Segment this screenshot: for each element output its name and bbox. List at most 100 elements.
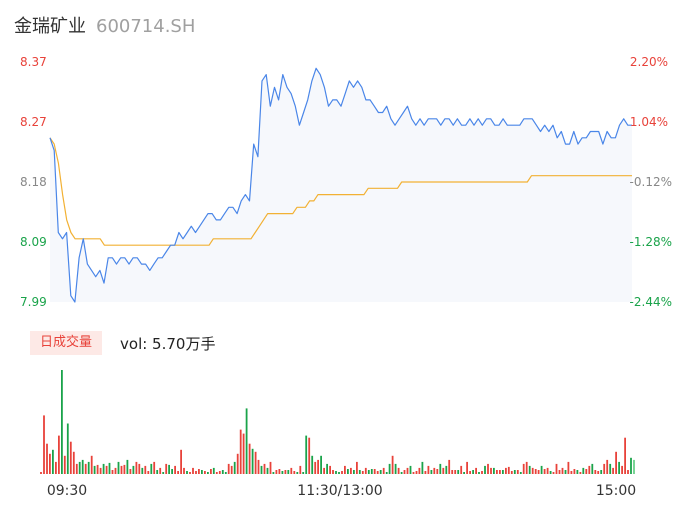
volume-bar — [412, 472, 415, 474]
volume-bar — [466, 461, 468, 474]
volume-bar — [215, 472, 218, 474]
volume-bar — [314, 461, 317, 474]
volume-bar — [63, 455, 66, 474]
volume-bar — [126, 459, 129, 474]
volume-bar — [460, 465, 463, 474]
volume-bar — [567, 461, 570, 474]
volume-bar — [564, 470, 567, 474]
volume-bar — [129, 469, 132, 474]
volume-bar — [409, 465, 412, 474]
volume-bar — [168, 464, 170, 474]
volume-bar — [320, 455, 322, 474]
volume-bar — [513, 470, 516, 474]
volume-bar — [123, 464, 126, 474]
volume-bar — [105, 465, 108, 474]
volume-bar — [207, 472, 209, 474]
y-tick-right: -1.28% — [630, 235, 672, 249]
volume-bar — [326, 463, 328, 474]
volume-bar — [251, 448, 254, 474]
volume-bar — [487, 463, 489, 474]
volume-bar — [248, 443, 251, 474]
volume-bar — [69, 441, 72, 474]
volume-bar — [299, 465, 302, 474]
volume-bar — [481, 471, 483, 474]
volume-bar — [52, 449, 54, 474]
x-tick-close: 15:00 — [596, 483, 636, 499]
y-tick-left: 8.27 — [20, 115, 47, 129]
price-lines — [49, 67, 632, 303]
volume-bar — [111, 470, 114, 474]
volume-bar — [230, 465, 233, 474]
volume-bar — [421, 461, 424, 474]
volume-bar — [75, 463, 78, 474]
volume-bar — [332, 470, 334, 474]
volume-bar — [180, 449, 182, 474]
volume-bar — [588, 465, 591, 474]
volume-bar — [454, 470, 457, 474]
volume-bar — [502, 470, 504, 474]
volume-bars — [40, 370, 635, 474]
volume-bar — [496, 470, 498, 474]
volume-bar — [165, 463, 168, 474]
volume-bar — [272, 472, 275, 474]
volume-bar — [543, 469, 546, 474]
volume-bar — [58, 435, 60, 474]
volume-bar — [329, 465, 331, 474]
volume-bar — [388, 463, 391, 474]
volume-bar — [415, 471, 418, 474]
volume-bar — [618, 461, 620, 474]
right-axis-labels: 2.20% 1.04% -0.12% -1.28% -2.44% — [630, 55, 672, 309]
volume-bar — [153, 461, 156, 474]
volume-bar — [43, 415, 45, 474]
volume-bar — [338, 472, 340, 474]
volume-bar — [311, 455, 314, 474]
volume-readout: vol: 5.70万手 — [120, 334, 216, 353]
volume-bar — [290, 467, 293, 474]
volume-bar — [540, 465, 543, 474]
volume-bar — [522, 463, 525, 474]
volume-bar — [356, 461, 358, 474]
volume-bar — [499, 470, 501, 474]
volume-bar — [576, 470, 579, 474]
volume-bar — [287, 470, 290, 474]
volume-bar — [257, 459, 260, 474]
y-tick-right: -0.12% — [630, 175, 672, 189]
period-tag[interactable]: 日成交量 — [30, 331, 103, 355]
volume-bar — [72, 451, 75, 474]
volume-bar — [624, 437, 626, 474]
volume-bar — [442, 467, 445, 474]
volume-bar — [507, 466, 510, 474]
volume-bar — [245, 408, 248, 474]
volume-bar — [171, 469, 173, 474]
price-chart: 8.37 8.27 8.18 8.09 7.99 2.20% 1.04% -0.… — [20, 55, 672, 309]
volume-bar — [591, 463, 594, 474]
y-tick-left: 8.09 — [20, 235, 47, 249]
volume-bar — [353, 470, 355, 474]
volume-bar — [490, 467, 492, 474]
volume-bar — [293, 471, 296, 474]
volume-bar — [546, 467, 549, 474]
volume-bar — [549, 471, 552, 474]
volume-bar — [379, 470, 382, 474]
volume-bar — [364, 467, 367, 474]
volume-bar — [370, 469, 373, 474]
volume-bar — [612, 467, 614, 474]
y-tick-right: -2.44% — [630, 295, 672, 309]
stock-name: 金瑞矿业 — [14, 16, 86, 37]
volume-bar — [221, 470, 224, 474]
volume-bar — [361, 471, 364, 474]
volume-bar — [525, 461, 528, 474]
volume-bar — [373, 469, 376, 474]
volume-bar — [114, 467, 117, 474]
volume-bar — [573, 469, 576, 474]
volume-bar — [341, 471, 343, 474]
volume-bar — [260, 465, 263, 474]
volume-bar — [630, 457, 632, 474]
volume-bar — [174, 465, 176, 474]
volume-bar — [117, 461, 120, 474]
volume-bar — [78, 461, 81, 474]
volume-bar — [516, 470, 519, 474]
volume-bar — [430, 470, 433, 474]
volume-bar — [484, 465, 486, 474]
stock-header: 金瑞矿业 600714.SH — [14, 12, 195, 40]
